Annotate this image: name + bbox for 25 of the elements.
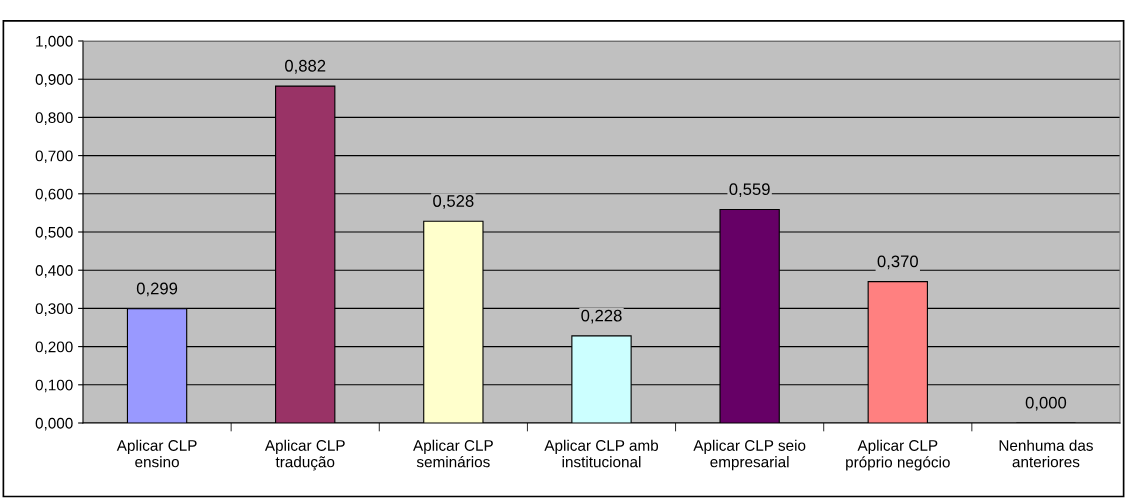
x-tick-label: Aplicar CLP tradução <box>264 439 345 471</box>
data-label: 0,370 <box>877 255 918 270</box>
data-label: 0,528 <box>433 195 474 209</box>
y-tick-label: 0,700 <box>35 150 73 164</box>
y-tick-label: 0,600 <box>35 188 73 202</box>
x-tick-label: Aplicar CLP próprio negócio <box>846 439 950 471</box>
y-tick-label: 0,300 <box>35 303 73 316</box>
y-tick-label: 0,200 <box>35 341 73 355</box>
data-label: 0,228 <box>581 309 622 324</box>
data-label: 0,000 <box>1025 396 1067 411</box>
x-tick-label: Nenhuma das anteriores <box>999 439 1093 468</box>
y-tick-label: 0,800 <box>35 112 73 125</box>
y-tick-label: 0,000 <box>35 417 73 431</box>
data-label: 0,559 <box>729 183 770 198</box>
data-label: 0,299 <box>136 282 178 297</box>
data-label: 0,882 <box>285 59 326 74</box>
x-tick-label: Aplicar CLP seio empresarial <box>693 439 806 471</box>
y-tick-label: 1,000 <box>36 35 73 49</box>
y-tick-label: 0,500 <box>35 226 73 240</box>
y-tick-label: 0,100 <box>35 379 73 393</box>
x-tick-label: Aplicar CLP amb institucional <box>544 439 659 468</box>
x-tick-label: Aplicar CLP ensino <box>116 439 197 468</box>
y-tick-label: 0,900 <box>35 74 73 87</box>
x-tick-label: Aplicar CLP seminários <box>413 439 493 468</box>
y-tick-label: 0,400 <box>35 265 73 278</box>
